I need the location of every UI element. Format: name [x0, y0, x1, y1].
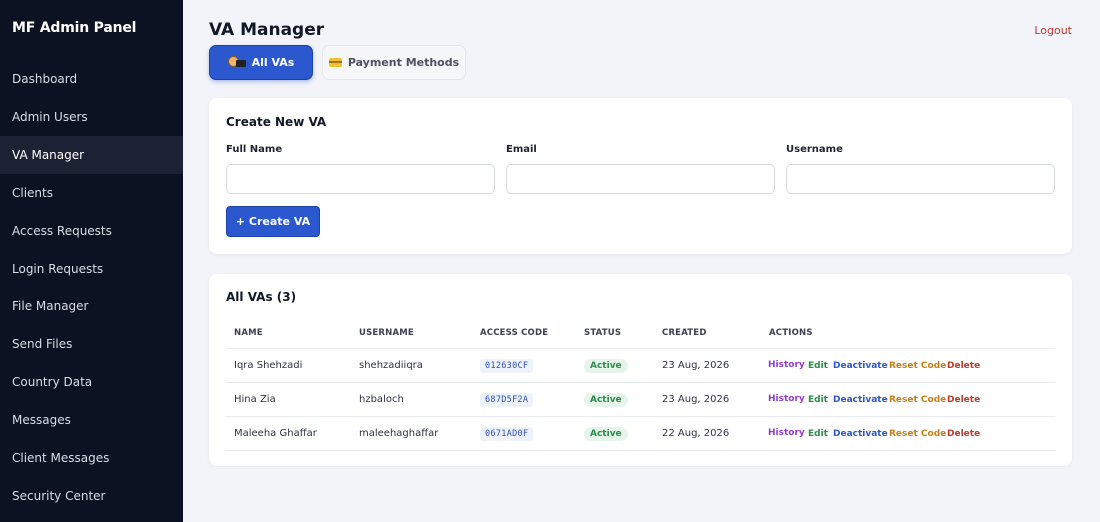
va-name: Maleeha Ghaffar	[234, 428, 317, 439]
va-access-code: 0671AD0F	[480, 427, 534, 441]
credit-card-icon	[328, 58, 342, 67]
username-label: Username	[786, 144, 843, 155]
reset-code-action[interactable]: Reset Code	[889, 429, 947, 439]
main-content: VA Manager Logout All VAs Payment Method…	[183, 0, 1100, 522]
sidebar-item-dashboard[interactable]: Dashboard	[12, 72, 78, 86]
sidebar-item-file-manager[interactable]: File Manager	[12, 299, 89, 313]
brand-title: MF Admin Panel	[12, 20, 137, 36]
sidebar: MF Admin Panel Dashboard Admin Users VA …	[0, 0, 183, 522]
logout-link[interactable]: Logout	[1034, 24, 1072, 37]
va-list-title: All VAs (3)	[226, 290, 297, 304]
column-header-name: NAME	[234, 328, 263, 338]
sidebar-item-country-data[interactable]: Country Data	[12, 375, 93, 389]
edit-action[interactable]: Edit	[808, 361, 828, 371]
reset-code-action[interactable]: Reset Code	[889, 395, 947, 405]
va-name: Hina Zia	[234, 394, 276, 405]
page-title: VA Manager	[209, 20, 325, 40]
deactivate-action[interactable]: Deactivate	[833, 361, 888, 371]
delete-action[interactable]: Delete	[947, 361, 981, 371]
sidebar-item-login-requests[interactable]: Login Requests	[12, 262, 104, 276]
sidebar-item-clients[interactable]: Clients	[12, 186, 53, 200]
column-header-username: USERNAME	[359, 328, 414, 338]
sidebar-item-admin-users[interactable]: Admin Users	[12, 110, 88, 124]
create-va-button[interactable]: + Create VA	[226, 206, 320, 237]
tab-payment-methods-label: Payment Methods	[347, 56, 460, 69]
tab-all-vas[interactable]: All VAs	[209, 45, 313, 80]
status-badge: Active	[584, 427, 628, 441]
edit-action[interactable]: Edit	[808, 395, 828, 405]
table-divider	[226, 450, 1055, 451]
person-laptop-icon	[227, 55, 246, 70]
deactivate-action[interactable]: Deactivate	[833, 395, 888, 405]
full-name-input[interactable]	[226, 164, 495, 194]
column-header-created: CREATED	[662, 328, 707, 338]
status-badge: Active	[584, 393, 628, 407]
username-input[interactable]	[786, 164, 1055, 194]
delete-action[interactable]: Delete	[947, 395, 981, 405]
sidebar-item-access-requests[interactable]: Access Requests	[12, 224, 112, 238]
full-name-label: Full Name	[226, 144, 283, 155]
sidebar-item-client-messages[interactable]: Client Messages	[12, 451, 110, 465]
column-header-status: STATUS	[584, 328, 622, 338]
tab-all-vas-label: All VAs	[251, 56, 295, 69]
reset-code-action[interactable]: Reset Code	[889, 361, 947, 371]
va-username: hzbaloch	[359, 394, 404, 405]
edit-action[interactable]: Edit	[808, 429, 828, 439]
va-name: Iqra Shehzadi	[234, 360, 303, 371]
create-va-title: Create New VA	[226, 115, 327, 129]
deactivate-action[interactable]: Deactivate	[833, 429, 888, 439]
va-username: maleehaghaffar	[359, 428, 439, 439]
va-username: shehzadiiqra	[359, 360, 423, 371]
table-divider	[226, 348, 1055, 349]
status-badge: Active	[584, 359, 628, 373]
sidebar-item-send-files[interactable]: Send Files	[12, 337, 73, 351]
table-divider	[226, 382, 1055, 383]
va-access-code: 012630CF	[480, 359, 534, 373]
column-header-actions: ACTIONS	[769, 328, 813, 338]
delete-action[interactable]: Delete	[947, 429, 981, 439]
va-created: 23 Aug, 2026	[662, 360, 730, 371]
table-divider	[226, 416, 1055, 417]
va-access-code: 687D5F2A	[480, 393, 534, 407]
column-header-access-code: ACCESS CODE	[480, 328, 549, 338]
email-label: Email	[506, 144, 537, 155]
create-va-panel: Create New VA Full Name Email Username +…	[209, 98, 1072, 254]
tab-payment-methods[interactable]: Payment Methods	[322, 45, 466, 80]
va-list-panel: All VAs (3) NAME USERNAME ACCESS CODE ST…	[209, 274, 1072, 466]
sidebar-item-security-center[interactable]: Security Center	[12, 489, 106, 503]
history-action[interactable]: History	[768, 360, 805, 370]
sidebar-item-messages[interactable]: Messages	[12, 413, 71, 427]
email-input[interactable]	[506, 164, 775, 194]
history-action[interactable]: History	[768, 394, 805, 404]
va-created: 23 Aug, 2026	[662, 394, 730, 405]
va-created: 22 Aug, 2026	[662, 428, 730, 439]
sidebar-item-va-manager[interactable]: VA Manager	[0, 136, 183, 174]
history-action[interactable]: History	[768, 428, 805, 438]
